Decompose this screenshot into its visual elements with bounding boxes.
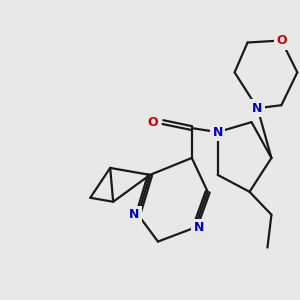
Text: N: N <box>212 126 223 139</box>
Text: N: N <box>252 102 263 115</box>
Text: O: O <box>148 116 158 129</box>
Text: N: N <box>129 208 139 221</box>
Text: N: N <box>194 221 204 234</box>
Text: O: O <box>276 34 287 47</box>
